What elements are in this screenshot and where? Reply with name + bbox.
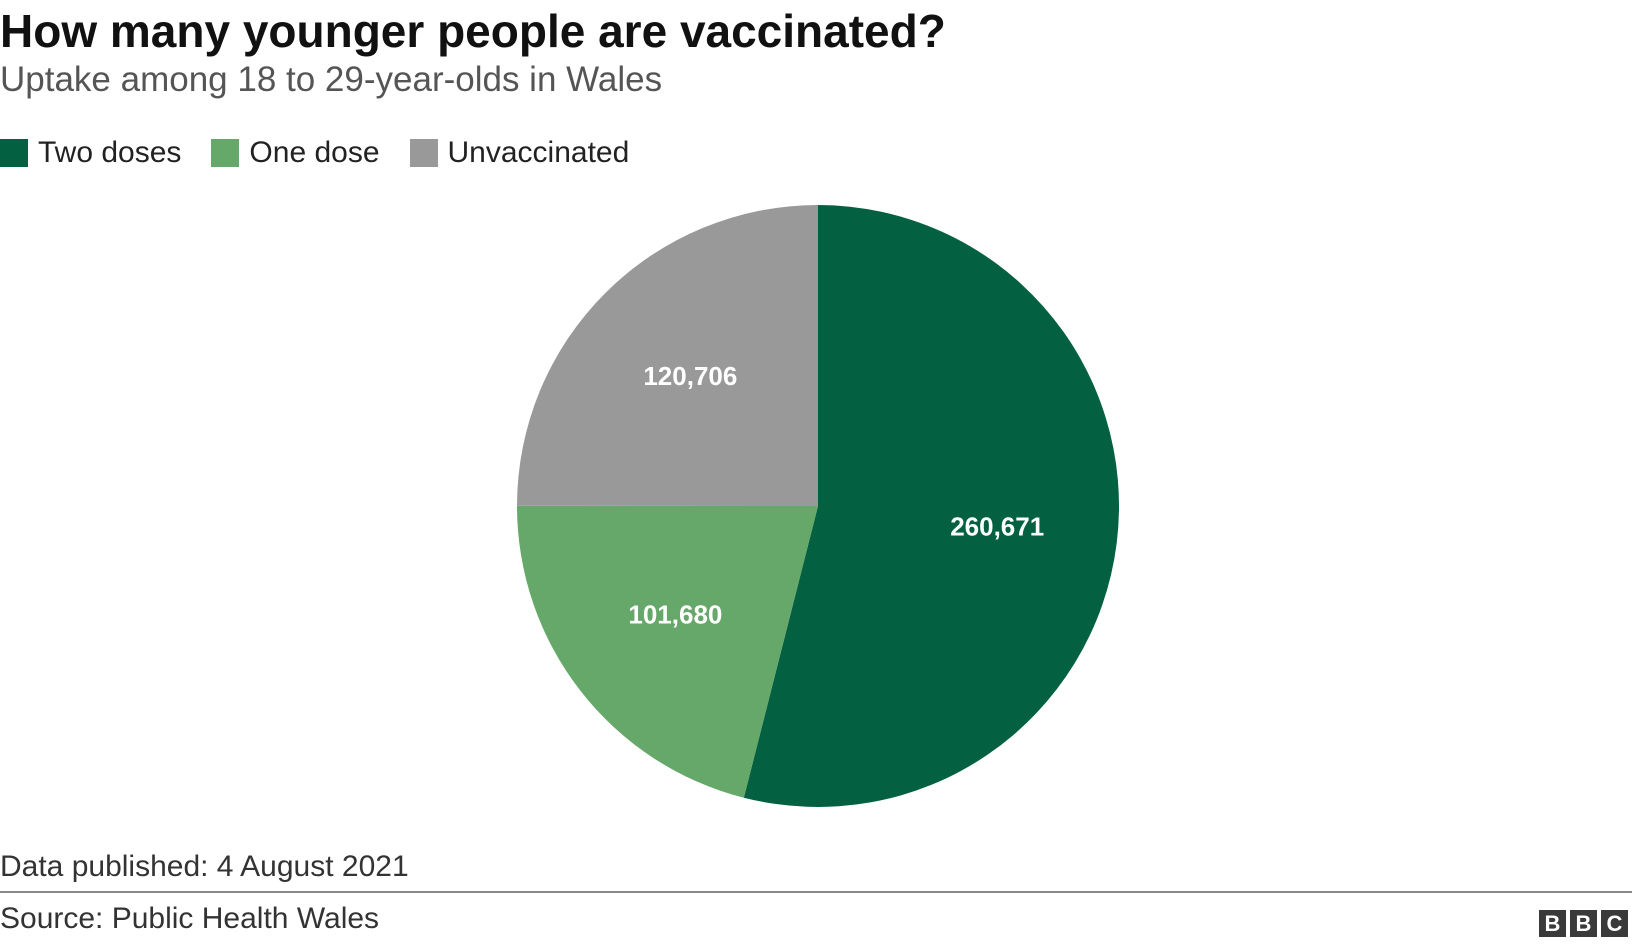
pie-slice-two-doses xyxy=(743,205,1119,807)
pie-slice-one-dose xyxy=(516,505,818,798)
bbc-logo: B B C xyxy=(1535,910,1628,937)
bbc-logo-letter: C xyxy=(1601,910,1628,937)
legend-item-two-doses: Two doses xyxy=(0,136,181,170)
legend-item-unvaccinated: Unvaccinated xyxy=(409,136,630,170)
pie-labels: 260,671 101,680 120,706 xyxy=(628,361,1044,630)
legend-label-one-dose: One dose xyxy=(249,136,380,169)
pie-label-two-doses: 260,671 xyxy=(950,511,1044,541)
data-published-note: Data published: 4 August 2021 xyxy=(0,850,409,883)
pie-chart: 260,671 101,680 120,706 xyxy=(516,205,1119,807)
pie-label-one-dose: 101,680 xyxy=(628,600,722,630)
legend-swatch-one-dose xyxy=(211,139,240,167)
legend-swatch-two-doses xyxy=(0,139,28,167)
chart-title: How many younger people are vaccinated? xyxy=(0,5,946,57)
pie-slice-unvaccinated xyxy=(517,205,818,506)
legend: Two doses One dose Unvaccinated xyxy=(0,136,659,170)
bbc-logo-letter: B xyxy=(1539,910,1566,937)
legend-label-unvaccinated: Unvaccinated xyxy=(447,136,630,169)
legend-label-two-doses: Two doses xyxy=(38,136,182,169)
bbc-logo-letter: B xyxy=(1570,910,1597,937)
legend-swatch-unvaccinated xyxy=(409,139,438,167)
source-note: Source: Public Health Wales xyxy=(0,902,380,935)
chart-subtitle: Uptake among 18 to 29-year-olds in Wales xyxy=(0,60,663,99)
pie-label-unvaccinated: 120,706 xyxy=(643,361,737,391)
legend-item-one-dose: One dose xyxy=(211,136,380,170)
pie-slices xyxy=(516,205,1119,807)
footer-divider xyxy=(0,891,1632,893)
